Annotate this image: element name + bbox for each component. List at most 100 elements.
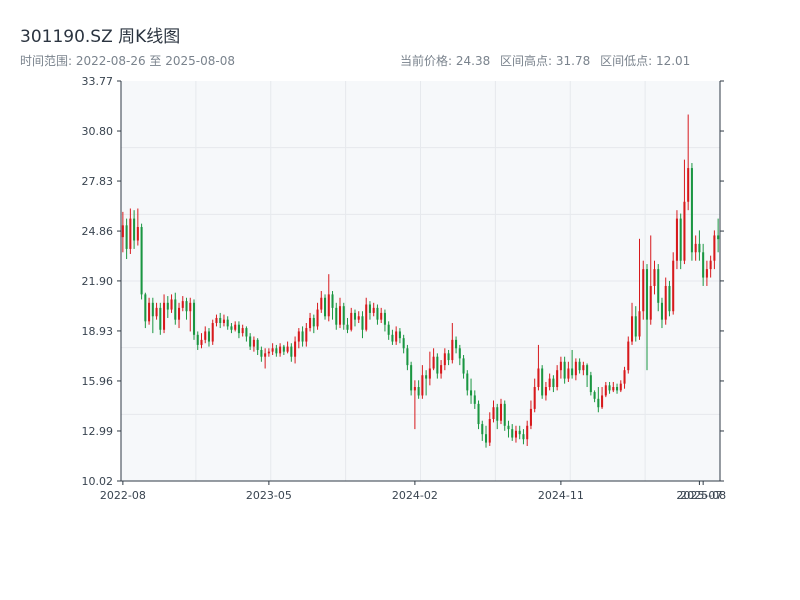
- candle: [713, 230, 716, 270]
- candle-body: [279, 346, 282, 354]
- candle: [466, 370, 469, 396]
- candle-body: [526, 425, 529, 440]
- candle-body: [657, 269, 660, 303]
- candle: [511, 424, 514, 441]
- candle-body: [163, 302, 166, 330]
- candle-body: [601, 395, 604, 408]
- candle: [294, 336, 297, 364]
- candle-body: [151, 302, 154, 317]
- candle-body: [353, 312, 357, 320]
- candle-body: [357, 316, 360, 320]
- candle-body: [668, 285, 671, 312]
- candle-body: [189, 302, 192, 312]
- candle-body: [470, 390, 473, 396]
- candles: [121, 114, 720, 448]
- candle: [200, 333, 203, 349]
- candle-body: [121, 225, 124, 238]
- x-tick-label: 2024-02: [392, 489, 438, 502]
- candle-body: [297, 331, 300, 342]
- candle-body: [174, 299, 177, 320]
- candle: [709, 255, 712, 278]
- candle: [346, 317, 349, 334]
- candle: [151, 297, 154, 334]
- candle-body: [211, 323, 214, 342]
- candle-body: [410, 365, 413, 391]
- candle-body: [559, 361, 562, 371]
- candle: [649, 235, 652, 325]
- candle: [601, 387, 604, 409]
- candle: [683, 159, 686, 265]
- candle-body: [275, 348, 278, 354]
- candle-body: [664, 285, 667, 320]
- candle: [544, 381, 547, 401]
- candle: [616, 383, 619, 394]
- candle-body: [181, 301, 184, 308]
- candle-body: [638, 311, 641, 337]
- candle-body: [698, 243, 701, 253]
- candle: [522, 429, 525, 445]
- x-tick-label: 2022-08: [100, 489, 146, 502]
- candle: [518, 425, 521, 440]
- candle-body: [207, 331, 211, 342]
- candle: [507, 420, 510, 438]
- candle: [148, 297, 151, 325]
- candle-body: [503, 403, 506, 426]
- candle: [342, 302, 345, 330]
- candle: [563, 356, 566, 384]
- candle: [541, 365, 544, 399]
- x-tick-label: 2024-11: [538, 489, 584, 502]
- candle-body: [447, 353, 450, 361]
- candle: [455, 336, 458, 354]
- candle: [634, 306, 637, 342]
- candle-body: [488, 419, 491, 443]
- candle-body: [477, 403, 480, 425]
- candle: [207, 328, 211, 347]
- candle: [264, 348, 267, 369]
- candle-body: [466, 373, 469, 391]
- candle: [574, 358, 577, 381]
- candle-body: [462, 358, 465, 374]
- candle-body: [694, 243, 697, 253]
- candle: [271, 343, 274, 356]
- candle-body: [586, 365, 589, 376]
- candle-body: [529, 408, 532, 426]
- candle-body: [185, 301, 188, 312]
- candle-body: [541, 368, 544, 396]
- y-tick-label: 21.90: [82, 275, 114, 288]
- candle: [290, 343, 293, 362]
- candle-body: [170, 299, 173, 310]
- candle-body: [177, 307, 181, 320]
- candle-body: [514, 430, 517, 438]
- candle-body: [556, 370, 559, 388]
- candle-body: [144, 294, 147, 322]
- candle: [552, 375, 555, 393]
- candle-body: [342, 306, 345, 325]
- candle-body: [230, 326, 233, 330]
- candle-body: [484, 434, 488, 443]
- candle: [380, 307, 383, 324]
- candle-body: [140, 227, 143, 295]
- candle: [410, 361, 413, 396]
- candle: [163, 294, 166, 334]
- candle-body: [604, 385, 607, 396]
- candle: [458, 344, 461, 366]
- candle-body: [267, 351, 270, 354]
- y-tick-label: 15.96: [82, 375, 114, 388]
- candle-body: [492, 407, 495, 420]
- candle-body: [702, 252, 705, 278]
- candle: [204, 326, 207, 344]
- candle: [627, 336, 630, 374]
- candle: [462, 355, 465, 379]
- candle: [324, 294, 327, 320]
- candle-body: [428, 368, 431, 379]
- candle-body: [642, 269, 645, 312]
- candle: [660, 297, 664, 329]
- candle-body: [387, 324, 390, 335]
- date-range-label: 时间范围: 2022-08-26 至 2025-08-08: [20, 54, 235, 68]
- candle-body: [589, 375, 592, 393]
- candle: [275, 344, 278, 357]
- candle: [578, 358, 581, 374]
- candle-body: [372, 307, 375, 313]
- x-tick-label: 2025-07: [676, 489, 722, 502]
- candle: [653, 260, 656, 295]
